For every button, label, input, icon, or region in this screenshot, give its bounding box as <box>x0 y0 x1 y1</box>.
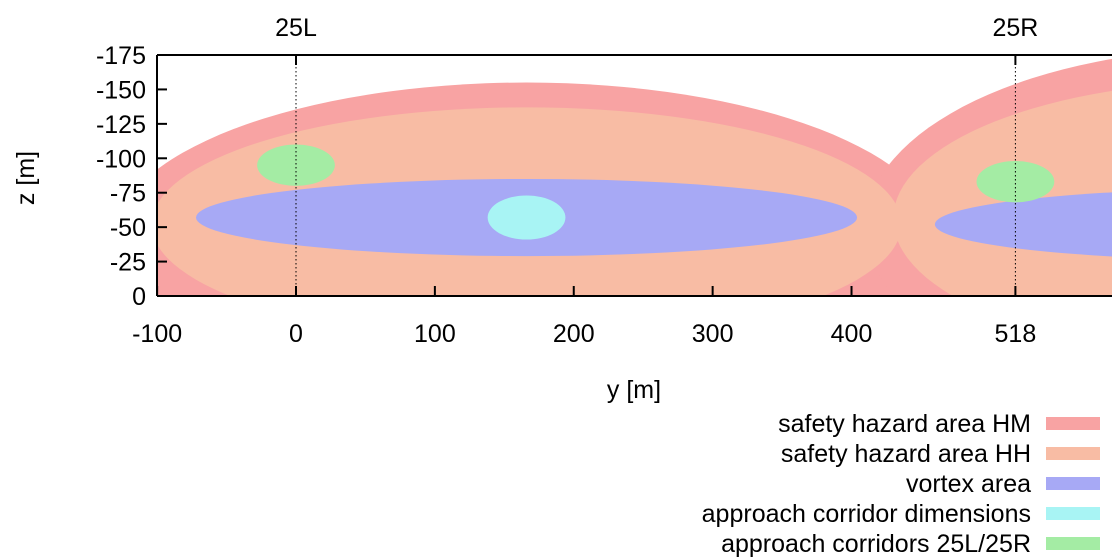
runway-label-0: 25L <box>275 14 317 42</box>
y-tick-label-7: 0 <box>132 283 146 311</box>
x-tick-label-3: 200 <box>553 320 595 348</box>
area-ellipse-3-0 <box>487 195 566 240</box>
area-ellipse-4-0 <box>257 144 335 186</box>
legend-swatch-1 <box>1046 447 1100 460</box>
y-tick-label-5: -50 <box>110 214 146 242</box>
x-tick-label-1: 0 <box>289 320 303 348</box>
legend-label-4: approach corridors 25L/25R <box>721 530 1031 558</box>
x-tick-label-2: 100 <box>414 320 456 348</box>
y-tick-label-1: -150 <box>96 76 146 104</box>
area-ellipse-2-1 <box>934 192 1112 257</box>
runway-label-1: 25R <box>992 14 1038 42</box>
x-axis-title: y [m] <box>607 376 661 404</box>
legend-swatch-3 <box>1046 507 1100 520</box>
y-tick-label-3: -100 <box>96 145 146 173</box>
y-axis-title: z [m] <box>12 151 40 205</box>
legend-swatch-4 <box>1046 537 1100 550</box>
axes-layer: -100 0 100 200 300 400 518 -175 -150 -125 -100 -75 -… <box>96 42 1112 348</box>
y-tick-label-0: -175 <box>96 42 146 70</box>
area-layer <box>157 58 1112 296</box>
legend-label-1: safety hazard area HH <box>781 440 1031 468</box>
x-tick-label-5: 400 <box>831 320 873 348</box>
x-tick-label-4: 300 <box>692 320 734 348</box>
legend-label-0: safety hazard area HM <box>778 410 1031 438</box>
legend-swatch-2 <box>1046 477 1100 490</box>
y-tick-label-2: -125 <box>96 111 146 139</box>
x-tick-label-0: -100 <box>132 320 182 348</box>
x-tick-label-6: 518 <box>995 320 1037 348</box>
legend-label-2: vortex area <box>906 470 1031 498</box>
y-tick-label-6: -25 <box>110 249 146 277</box>
legend-swatch-0 <box>1046 417 1100 430</box>
area-ellipse-4-1 <box>976 161 1055 203</box>
y-tick-label-4: -75 <box>110 180 146 208</box>
legend-label-3: approach corridor dimensions <box>702 500 1031 528</box>
runway-layer: 25L 25R <box>275 14 1038 296</box>
